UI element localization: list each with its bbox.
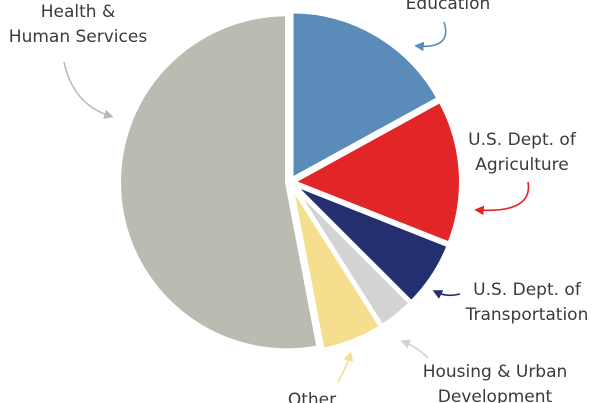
label-arrow	[474, 181, 530, 216]
slice-label: U.S. Dept. of Agriculture	[468, 130, 577, 175]
pie-slice	[289, 9, 441, 182]
label-arrow	[414, 21, 447, 52]
pie-slice	[289, 182, 384, 352]
label-arrow	[432, 290, 461, 299]
label-line: Health &	[41, 2, 115, 22]
label-arrow	[337, 351, 354, 383]
pie-slice	[117, 12, 321, 353]
slice-label: Other	[288, 390, 336, 403]
pie-slice	[290, 98, 463, 246]
label-line: U.S. Dept. of	[473, 280, 582, 300]
pie	[117, 9, 463, 353]
label-line: Education	[406, 0, 491, 14]
slice-label: Health & Human Services	[9, 2, 148, 47]
slice-label: Housing & Urban Development	[423, 362, 568, 403]
label-line: Agriculture	[475, 155, 569, 175]
slice-label: Education	[406, 0, 491, 14]
label-line: Other	[288, 390, 336, 403]
label-line: Housing & Urban	[423, 362, 568, 382]
label-arrow	[400, 339, 429, 359]
label-line: Development	[438, 387, 553, 403]
label-line: U.S. Dept. of	[468, 130, 577, 150]
label-arrow	[63, 61, 114, 119]
label-line: Transportation	[465, 305, 589, 325]
label-line: Human Services	[9, 27, 148, 47]
slice-label: U.S. Dept. of Transportation	[465, 280, 589, 325]
